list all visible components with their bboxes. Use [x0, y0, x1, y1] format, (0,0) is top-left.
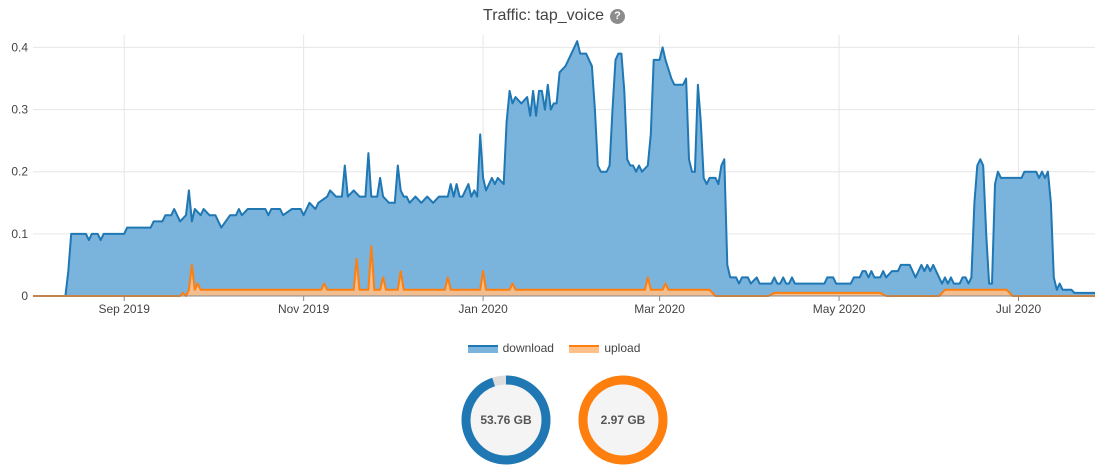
chart-axes: 0 0.1 0.2 0.3 0.4 Sep 2019 Nov 2019 Jan 2020 Mar…	[11, 40, 1095, 316]
download-area	[33, 41, 1095, 297]
download-total-donut: 53.76 GB	[460, 374, 552, 466]
upload-area	[33, 246, 1095, 296]
donut-center	[587, 384, 659, 456]
donut-center	[470, 384, 542, 456]
download-total-label: 53.76 GB	[480, 413, 532, 427]
upload-total-donut: 2.97 GB	[577, 374, 669, 466]
y-tick-label: 0.4	[11, 40, 28, 54]
x-tick-label: Mar 2020	[634, 302, 685, 316]
chart-legend: download upload	[0, 341, 1108, 355]
x-tick-label: Jan 2020	[458, 302, 508, 316]
download-line	[33, 40, 1095, 297]
chart-title: Traffic: tap_voice	[483, 7, 604, 24]
x-tick-label: May 2020	[813, 302, 866, 316]
y-tick-label: 0.2	[11, 165, 28, 179]
y-tick-label: 0.1	[11, 227, 28, 241]
x-tick-label: Jul 2020	[996, 302, 1042, 316]
chart-title-row: Traffic: tap_voice?	[0, 4, 1108, 28]
legend-item-upload[interactable]: upload	[569, 341, 640, 355]
donut-value-arc	[461, 375, 551, 465]
y-tick-label: 0.3	[11, 103, 28, 117]
legend-item-download[interactable]: download	[467, 341, 554, 355]
upload-donut-ring	[578, 375, 668, 465]
upload-total-label: 2.97 GB	[600, 413, 646, 427]
legend-label-download: download	[502, 341, 554, 355]
legend-swatch-download	[467, 345, 498, 353]
legend-swatch-upload	[569, 345, 600, 353]
x-tick-label: Nov 2019	[278, 302, 330, 316]
question-circle-icon[interactable]: ?	[609, 9, 625, 24]
x-tick-label: Sep 2019	[99, 302, 151, 316]
download-donut-ring	[461, 375, 551, 465]
donut-value-arc	[578, 375, 668, 465]
y-tick-label: 0	[21, 289, 28, 303]
traffic-area-chart: 0 0.1 0.2 0.3 0.4 Sep 2019 Nov 2019 Jan 2020 Mar…	[11, 35, 1095, 316]
legend-label-upload: upload	[604, 341, 641, 355]
chart-series-layer[interactable]	[33, 40, 1095, 297]
